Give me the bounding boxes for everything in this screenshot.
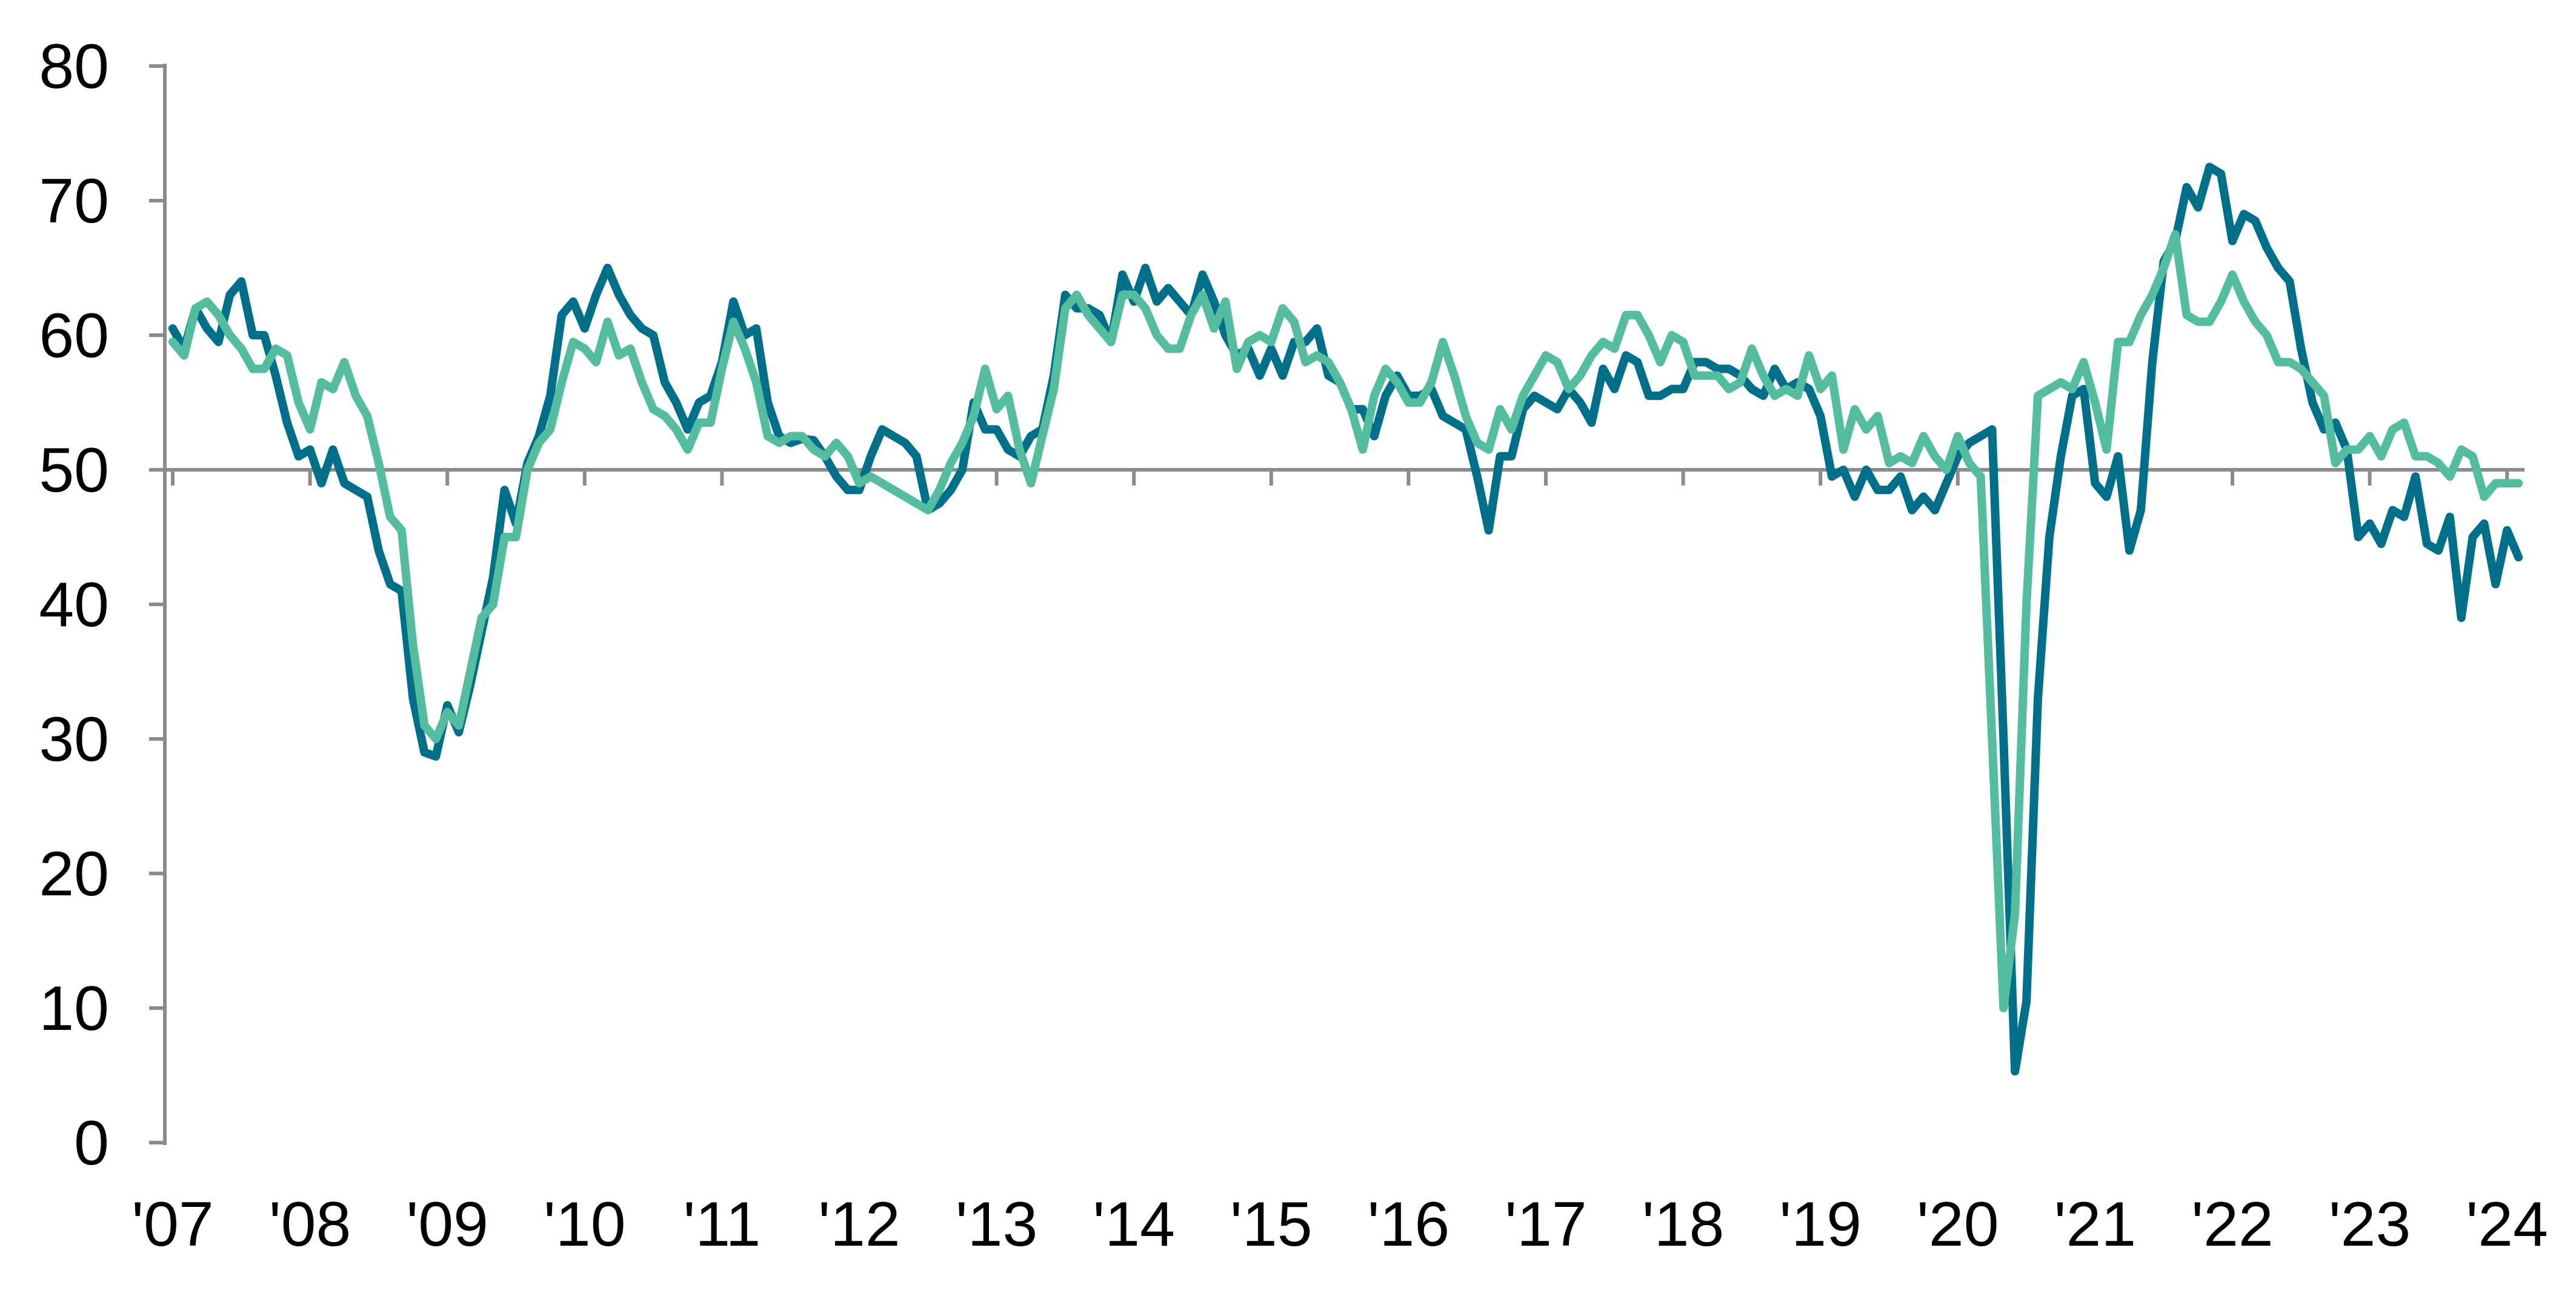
x-tick-label: '09 bbox=[406, 1189, 488, 1260]
x-tick-labels: '07 '08 '09 '10 '11 '12 '13 '14 '15 '16 '17 '18 '19 '… bbox=[131, 1189, 2548, 1260]
x-tick-label: '07 bbox=[131, 1189, 214, 1260]
x-tick-label: '22 bbox=[2191, 1189, 2274, 1260]
y-tick-labels: 0 10 20 30 40 50 60 70 80 bbox=[39, 32, 109, 1178]
series-lines bbox=[168, 162, 2523, 1076]
y-tick-label: 50 bbox=[39, 435, 109, 506]
series-light-line bbox=[168, 230, 2523, 1012]
y-tick-label: 20 bbox=[39, 839, 109, 909]
axes bbox=[149, 64, 2525, 1145]
y-tick-label: 30 bbox=[39, 704, 109, 775]
x-tick-label: '18 bbox=[1642, 1189, 1725, 1260]
x-tick-label: '16 bbox=[1368, 1189, 1450, 1260]
x-tick-label: '14 bbox=[1093, 1189, 1175, 1260]
series-dark-line bbox=[168, 162, 2523, 1076]
y-tick-label: 70 bbox=[39, 166, 109, 236]
x-tick-label: '12 bbox=[818, 1189, 900, 1260]
x-tick-label: '10 bbox=[544, 1189, 626, 1260]
x-tick-label: '15 bbox=[1230, 1189, 1313, 1260]
y-tick-label: 0 bbox=[74, 1108, 109, 1178]
y-tick-label: 40 bbox=[39, 570, 109, 640]
x-tick-label: '11 bbox=[683, 1189, 760, 1260]
y-tick-label: 60 bbox=[39, 301, 109, 371]
y-tick-label: 10 bbox=[39, 974, 109, 1044]
x-tick-label: '17 bbox=[1505, 1189, 1587, 1260]
x-tick-label: '13 bbox=[956, 1189, 1038, 1260]
x-tick-label: '23 bbox=[2329, 1189, 2411, 1260]
x-tick-label: '08 bbox=[269, 1189, 351, 1260]
x-tick-label: '21 bbox=[2054, 1189, 2137, 1260]
x-tick-label: '20 bbox=[1917, 1189, 1999, 1260]
x-tick-label: '19 bbox=[1779, 1189, 1862, 1260]
y-tick-label: 80 bbox=[39, 32, 109, 102]
x-tick-label: '24 bbox=[2466, 1189, 2548, 1260]
